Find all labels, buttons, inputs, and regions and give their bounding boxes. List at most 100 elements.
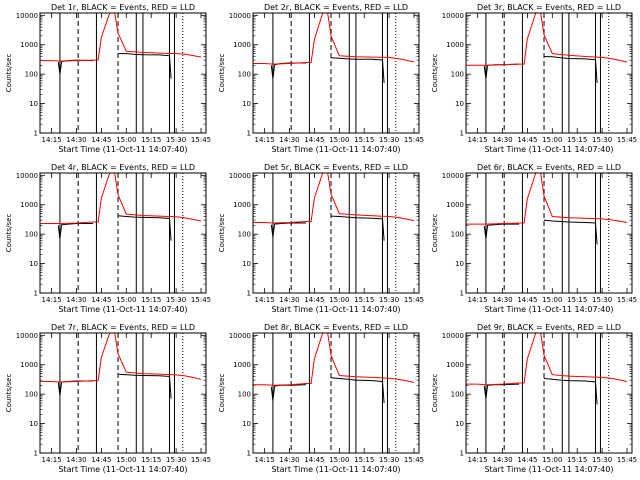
x-tick-label: 15:45 [404, 136, 424, 144]
y-tick-label: 100 [238, 231, 251, 239]
plot-frame [252, 12, 420, 134]
x-tick-label: 14:15 [468, 296, 488, 304]
y-tick-label: 10000 [229, 12, 251, 20]
x-tick-label: 15:00 [116, 296, 136, 304]
x-tick-label: 14:15 [255, 456, 275, 464]
y-tick-label: 10 [242, 260, 251, 268]
y-tick-label: 1000 [446, 41, 464, 49]
y-tick-label: 100 [25, 71, 38, 79]
x-tick-label: 15:00 [329, 456, 349, 464]
x-tick-label: 15:30 [166, 456, 186, 464]
panel-title: Det 4r, BLACK = Events, RED = LLD [51, 163, 195, 172]
panel-title: Det 6r, BLACK = Events, RED = LLD [477, 163, 621, 172]
x-tick-label: 15:15 [354, 456, 374, 464]
panel-3: Det 3r, BLACK = Events, RED = LLD Counts/… [431, 3, 637, 154]
panel-1: Det 1r, BLACK = Events, RED = LLD Counts/… [5, 3, 211, 154]
y-tick-label: 10000 [16, 12, 38, 20]
y-tick-label: 10000 [442, 332, 464, 340]
y-tick-label: 1000 [20, 201, 38, 209]
plot-frame [252, 332, 420, 454]
y-tick-label: 1000 [233, 361, 251, 369]
x-tick-label: 15:45 [617, 136, 637, 144]
x-tick-label: 14:15 [42, 296, 62, 304]
plot-frame [39, 12, 207, 134]
panel-5: Det 5r, BLACK = Events, RED = LLD Counts/… [218, 163, 424, 314]
y-axis-label: Counts/sec [5, 214, 13, 253]
x-axis-label: Start Time (11-Oct-11 14:07:40) [58, 305, 187, 314]
panel-title: Det 2r, BLACK = Events, RED = LLD [264, 3, 408, 12]
lld-series-line [253, 333, 415, 386]
x-tick-label: 14:15 [255, 136, 275, 144]
y-tick-label: 10000 [229, 332, 251, 340]
y-tick-label: 1000 [446, 201, 464, 209]
y-tick-label: 100 [451, 391, 464, 399]
y-axis-label: Counts/sec [431, 54, 439, 93]
y-tick-label: 1 [460, 450, 464, 458]
events-series-line [483, 219, 598, 245]
x-tick-label: 14:30 [492, 296, 512, 304]
y-tick-label: 100 [238, 71, 251, 79]
x-axis-label: Start Time (11-Oct-11 14:07:40) [58, 145, 187, 154]
y-tick-label: 1 [34, 450, 38, 458]
x-axis-label: Start Time (11-Oct-11 14:07:40) [484, 305, 613, 314]
y-tick-label: 10000 [16, 332, 38, 340]
y-tick-label: 10 [242, 420, 251, 428]
y-tick-label: 1 [247, 450, 251, 458]
events-series-line [270, 215, 385, 241]
x-axis-label: Start Time (11-Oct-11 14:07:40) [484, 465, 613, 474]
x-tick-label: 15:15 [354, 136, 374, 144]
y-tick-label: 1000 [233, 201, 251, 209]
x-tick-label: 14:30 [279, 296, 299, 304]
lld-series-line [253, 13, 415, 65]
x-tick-label: 15:30 [379, 136, 399, 144]
y-tick-label: 10 [455, 420, 464, 428]
x-tick-label: 15:30 [379, 456, 399, 464]
panel-title: Det 1r, BLACK = Events, RED = LLD [51, 3, 195, 12]
x-tick-label: 14:45 [517, 456, 537, 464]
plot-frame [252, 172, 420, 294]
panel-9: Det 9r, BLACK = Events, RED = LLD Counts/… [431, 323, 637, 474]
x-tick-label: 15:00 [116, 136, 136, 144]
x-tick-label: 14:15 [468, 136, 488, 144]
plot-frame [39, 172, 207, 294]
x-tick-label: 15:15 [354, 296, 374, 304]
x-tick-label: 14:30 [279, 456, 299, 464]
y-tick-label: 1 [247, 130, 251, 138]
x-tick-label: 15:15 [141, 456, 161, 464]
lld-series-line [40, 173, 202, 224]
y-tick-label: 10000 [442, 172, 464, 180]
x-tick-label: 14:15 [42, 456, 62, 464]
lld-series-line [466, 173, 628, 225]
events-series-line [57, 215, 172, 241]
x-tick-label: 15:45 [404, 456, 424, 464]
x-tick-label: 15:00 [542, 296, 562, 304]
y-axis-label: Counts/sec [431, 214, 439, 253]
y-tick-label: 1 [460, 290, 464, 298]
y-axis-label: Counts/sec [218, 54, 226, 93]
y-tick-label: 10 [242, 100, 251, 108]
x-axis-label: Start Time (11-Oct-11 14:07:40) [271, 305, 400, 314]
y-tick-label: 10 [29, 260, 38, 268]
x-tick-label: 14:30 [66, 296, 86, 304]
x-tick-label: 15:15 [567, 296, 587, 304]
y-tick-label: 1000 [233, 41, 251, 49]
y-tick-label: 10000 [442, 12, 464, 20]
x-tick-label: 14:45 [91, 296, 111, 304]
y-tick-label: 1000 [20, 361, 38, 369]
x-tick-label: 14:45 [304, 456, 324, 464]
x-tick-label: 15:45 [617, 456, 637, 464]
y-tick-label: 10 [455, 260, 464, 268]
y-tick-label: 10000 [229, 172, 251, 180]
x-tick-label: 14:15 [255, 296, 275, 304]
plot-frame [39, 332, 207, 454]
x-tick-label: 14:45 [517, 136, 537, 144]
y-axis-label: Counts/sec [218, 374, 226, 413]
x-tick-label: 14:30 [492, 136, 512, 144]
y-axis-label: Counts/sec [5, 374, 13, 413]
x-tick-label: 15:30 [166, 136, 186, 144]
x-axis-label: Start Time (11-Oct-11 14:07:40) [484, 145, 613, 154]
x-tick-label: 14:30 [279, 136, 299, 144]
y-tick-label: 10000 [16, 172, 38, 180]
